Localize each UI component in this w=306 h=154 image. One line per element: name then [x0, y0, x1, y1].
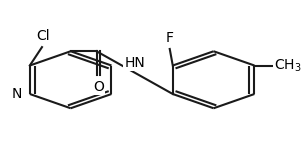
- Text: CH$_3$: CH$_3$: [274, 57, 302, 74]
- Text: O: O: [93, 80, 104, 94]
- Text: HN: HN: [124, 56, 145, 70]
- Text: Cl: Cl: [37, 28, 50, 43]
- Text: N: N: [12, 87, 22, 101]
- Text: F: F: [166, 31, 174, 45]
